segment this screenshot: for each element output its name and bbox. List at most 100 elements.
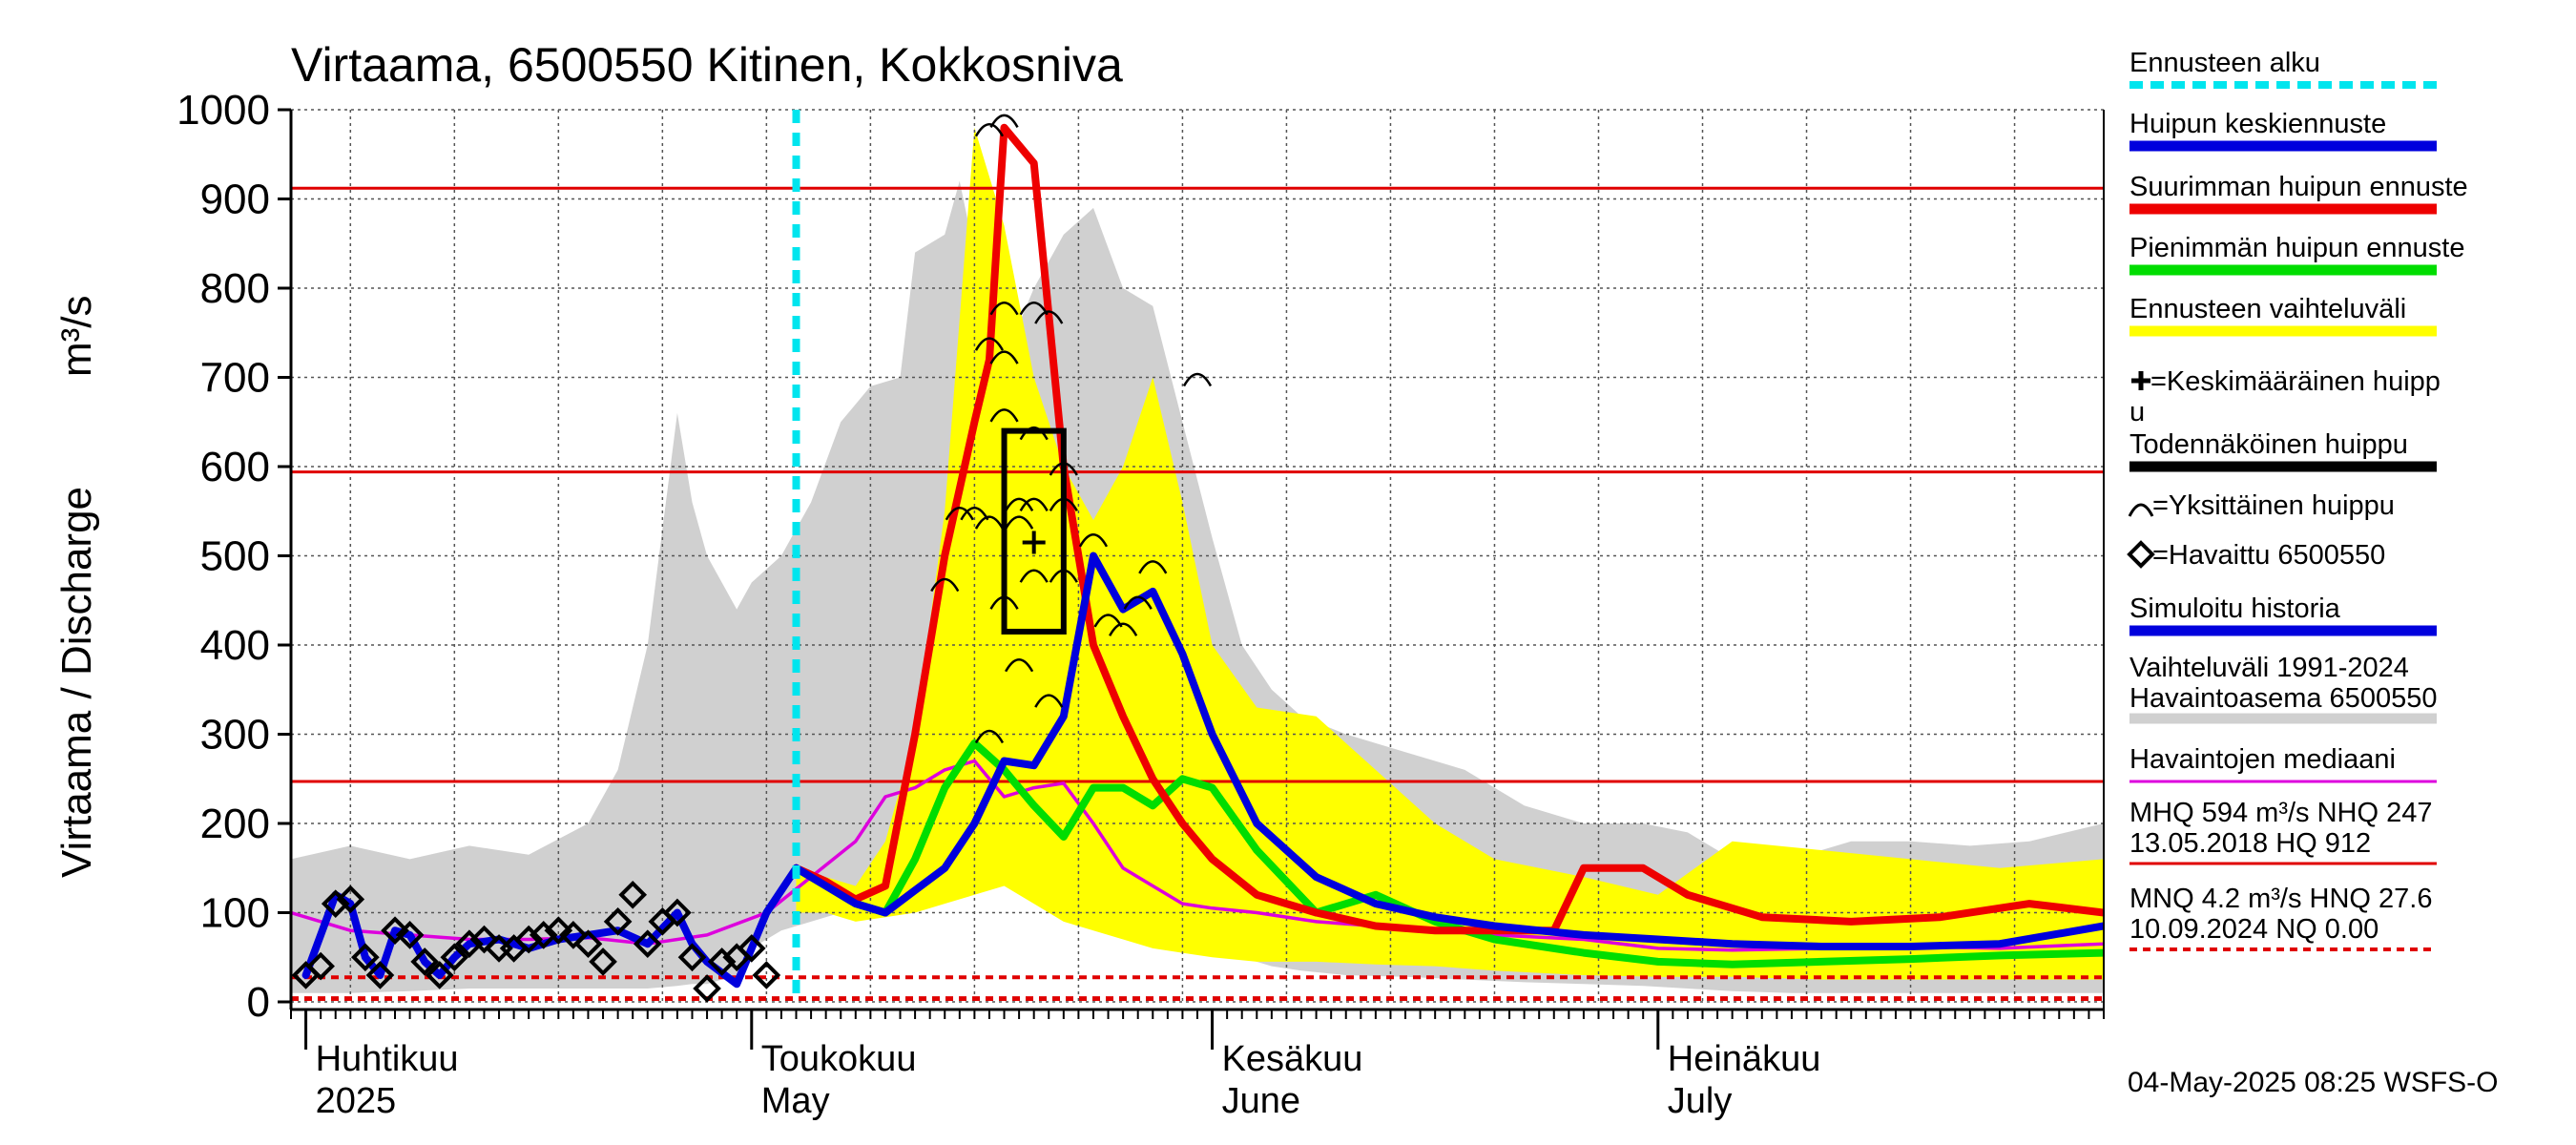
observed-point: [707, 947, 737, 976]
x-month-sublabel: 2025: [316, 1081, 397, 1121]
single-peak-marker: [960, 507, 989, 521]
single-peak-marker: [989, 350, 1019, 364]
single-peak-marker: [1019, 569, 1049, 583]
observed-point: [693, 974, 721, 1003]
legend-item-11: Havaintojen mediaani: [2129, 744, 2437, 783]
legend-item-7: =Yksittäinen huippu: [2128, 490, 2395, 521]
y-tick-label: 900: [200, 177, 270, 223]
single-peak-marker: [989, 408, 1019, 423]
observed-point: [559, 921, 588, 949]
x-month-sublabel: May: [761, 1081, 830, 1121]
legend-diamond-icon: [2127, 540, 2155, 569]
observed-point: [455, 929, 484, 959]
observed-point: [351, 943, 380, 972]
observed-point: [603, 907, 633, 936]
single-peak-marker: [1182, 372, 1213, 387]
series-layer: [291, 110, 2104, 1002]
observed-point: [321, 889, 350, 918]
chart-title: Virtaama, 6500550 Kitinen, Kokkosniva: [291, 38, 1123, 92]
legend-label: Havaintojen mediaani: [2129, 744, 2396, 775]
y-tick-label: 1000: [177, 87, 270, 134]
x-month-label: Heinäkuu: [1668, 1039, 1821, 1079]
series-line-suurimman-huipun-ennuste: [792, 123, 2104, 935]
legend-item-0: Ennusteen alku: [2129, 48, 2437, 89]
legend-item-1: Huipun keskiennuste: [2129, 109, 2437, 152]
series-line-pienimm-n-huipun-ennuste: [792, 739, 2104, 968]
x-month-sublabel: July: [1668, 1081, 1733, 1121]
observed-point: [663, 898, 692, 927]
observed-point: [529, 921, 558, 949]
y-tick-label: 400: [200, 622, 270, 669]
observed-point: [395, 921, 425, 949]
legend-item-2: Suurimman huipun ennuste: [2129, 172, 2468, 215]
single-peak-marker: [1019, 497, 1049, 512]
single-peak-marker: [1138, 560, 1168, 574]
y-tick-label: 100: [200, 890, 270, 937]
y-tick-label: 300: [200, 712, 270, 759]
single-peak-marker: [945, 507, 974, 521]
legend-label-2: 13.05.2018 HQ 912: [2129, 828, 2371, 859]
legend-item-4: Ennusteen vaihteluväli: [2129, 294, 2437, 337]
single-peak-marker: [1109, 622, 1138, 636]
legend-label: Vaihteluväli 1991-2024: [2129, 653, 2409, 683]
legend-label: Huipun keskiennuste: [2129, 109, 2386, 139]
single-peak-marker: [974, 515, 1005, 530]
observed-point: [618, 880, 648, 909]
single-peak-marker: [1019, 301, 1049, 316]
legend-label-2: 10.09.2024 NQ 0.00: [2129, 914, 2379, 945]
legend-label: =Havaittu 6500550: [2152, 540, 2385, 571]
probable-peak-box: [1001, 427, 1067, 635]
observed-point: [306, 951, 335, 981]
markers-layer: [291, 114, 1213, 1003]
single-peak-marker: [989, 114, 1019, 128]
single-peak-marker: [1034, 694, 1064, 708]
y-tick-label: 200: [200, 801, 270, 847]
y-axis-unit: m³/s: [53, 295, 100, 377]
single-peak-marker: [1005, 657, 1034, 673]
legend-item-13: MNQ 4.2 m³/s HNQ 27.610.09.2024 NQ 0.00: [2129, 884, 2437, 951]
single-peak-marker: [974, 122, 1005, 137]
observed-point: [469, 925, 499, 954]
observed-point: [425, 961, 454, 989]
legend-label: Todennäköinen huippu: [2129, 429, 2408, 460]
legend-plus-icon: [2131, 371, 2150, 390]
legend-item-10: Vaihteluväli 1991-2024 Havaintoasema 650…: [2129, 653, 2437, 724]
observed-point: [514, 925, 544, 954]
observed-point: [336, 885, 365, 914]
bands-layer: [291, 127, 2104, 993]
single-peak-marker: [1005, 497, 1034, 512]
mean-peak-marker: [1022, 531, 1046, 554]
y-tick-label: 600: [200, 444, 270, 490]
y-tick-label: 800: [200, 265, 270, 312]
legend-item-9: Simuloitu historia: [2129, 593, 2437, 636]
legend-label: MHQ 594 m³/s NHQ 247: [2129, 798, 2432, 828]
y-tick-label: 700: [200, 355, 270, 402]
legend-label: Ennusteen alku: [2129, 48, 2320, 78]
single-peak-marker: [1005, 515, 1034, 530]
observed-point: [752, 961, 781, 989]
single-peak-marker: [930, 577, 960, 593]
legend-label: =Yksittäinen huippu: [2152, 490, 2395, 521]
x-month-label: Kesäkuu: [1222, 1039, 1363, 1079]
legend-arc-icon: [2128, 503, 2154, 517]
single-peak-marker: [974, 337, 1005, 351]
series-line-huipun-keskiennuste: [792, 552, 2104, 950]
timestamp-label: 04-May-2025 08:25 WSFS-O: [2128, 1067, 2499, 1098]
single-peak-marker: [1078, 533, 1109, 548]
observed-point: [440, 943, 469, 972]
legend-label: Ennusteen vaihteluväli: [2129, 294, 2406, 324]
legend-label: Pienimmän huipun ennuste: [2129, 233, 2464, 263]
observed-point: [677, 943, 707, 972]
y-axis-title: Virtaama / Discharge: [53, 487, 100, 878]
legend-label-2: Havaintoasema 6500550: [2129, 683, 2437, 714]
observed-point: [381, 916, 409, 946]
observed-point: [410, 947, 439, 976]
legend-label: MNQ 4.2 m³/s HNQ 27.6: [2129, 884, 2432, 914]
single-peak-marker: [1034, 310, 1064, 324]
single-peak-marker: [974, 729, 1005, 744]
observed-point: [573, 929, 603, 959]
y-axis-labels: 0 100 200 300 400 500 600 700 800 900 1000: [177, 87, 270, 1026]
y-tick-label: 0: [247, 979, 270, 1026]
observed-point: [544, 916, 573, 946]
